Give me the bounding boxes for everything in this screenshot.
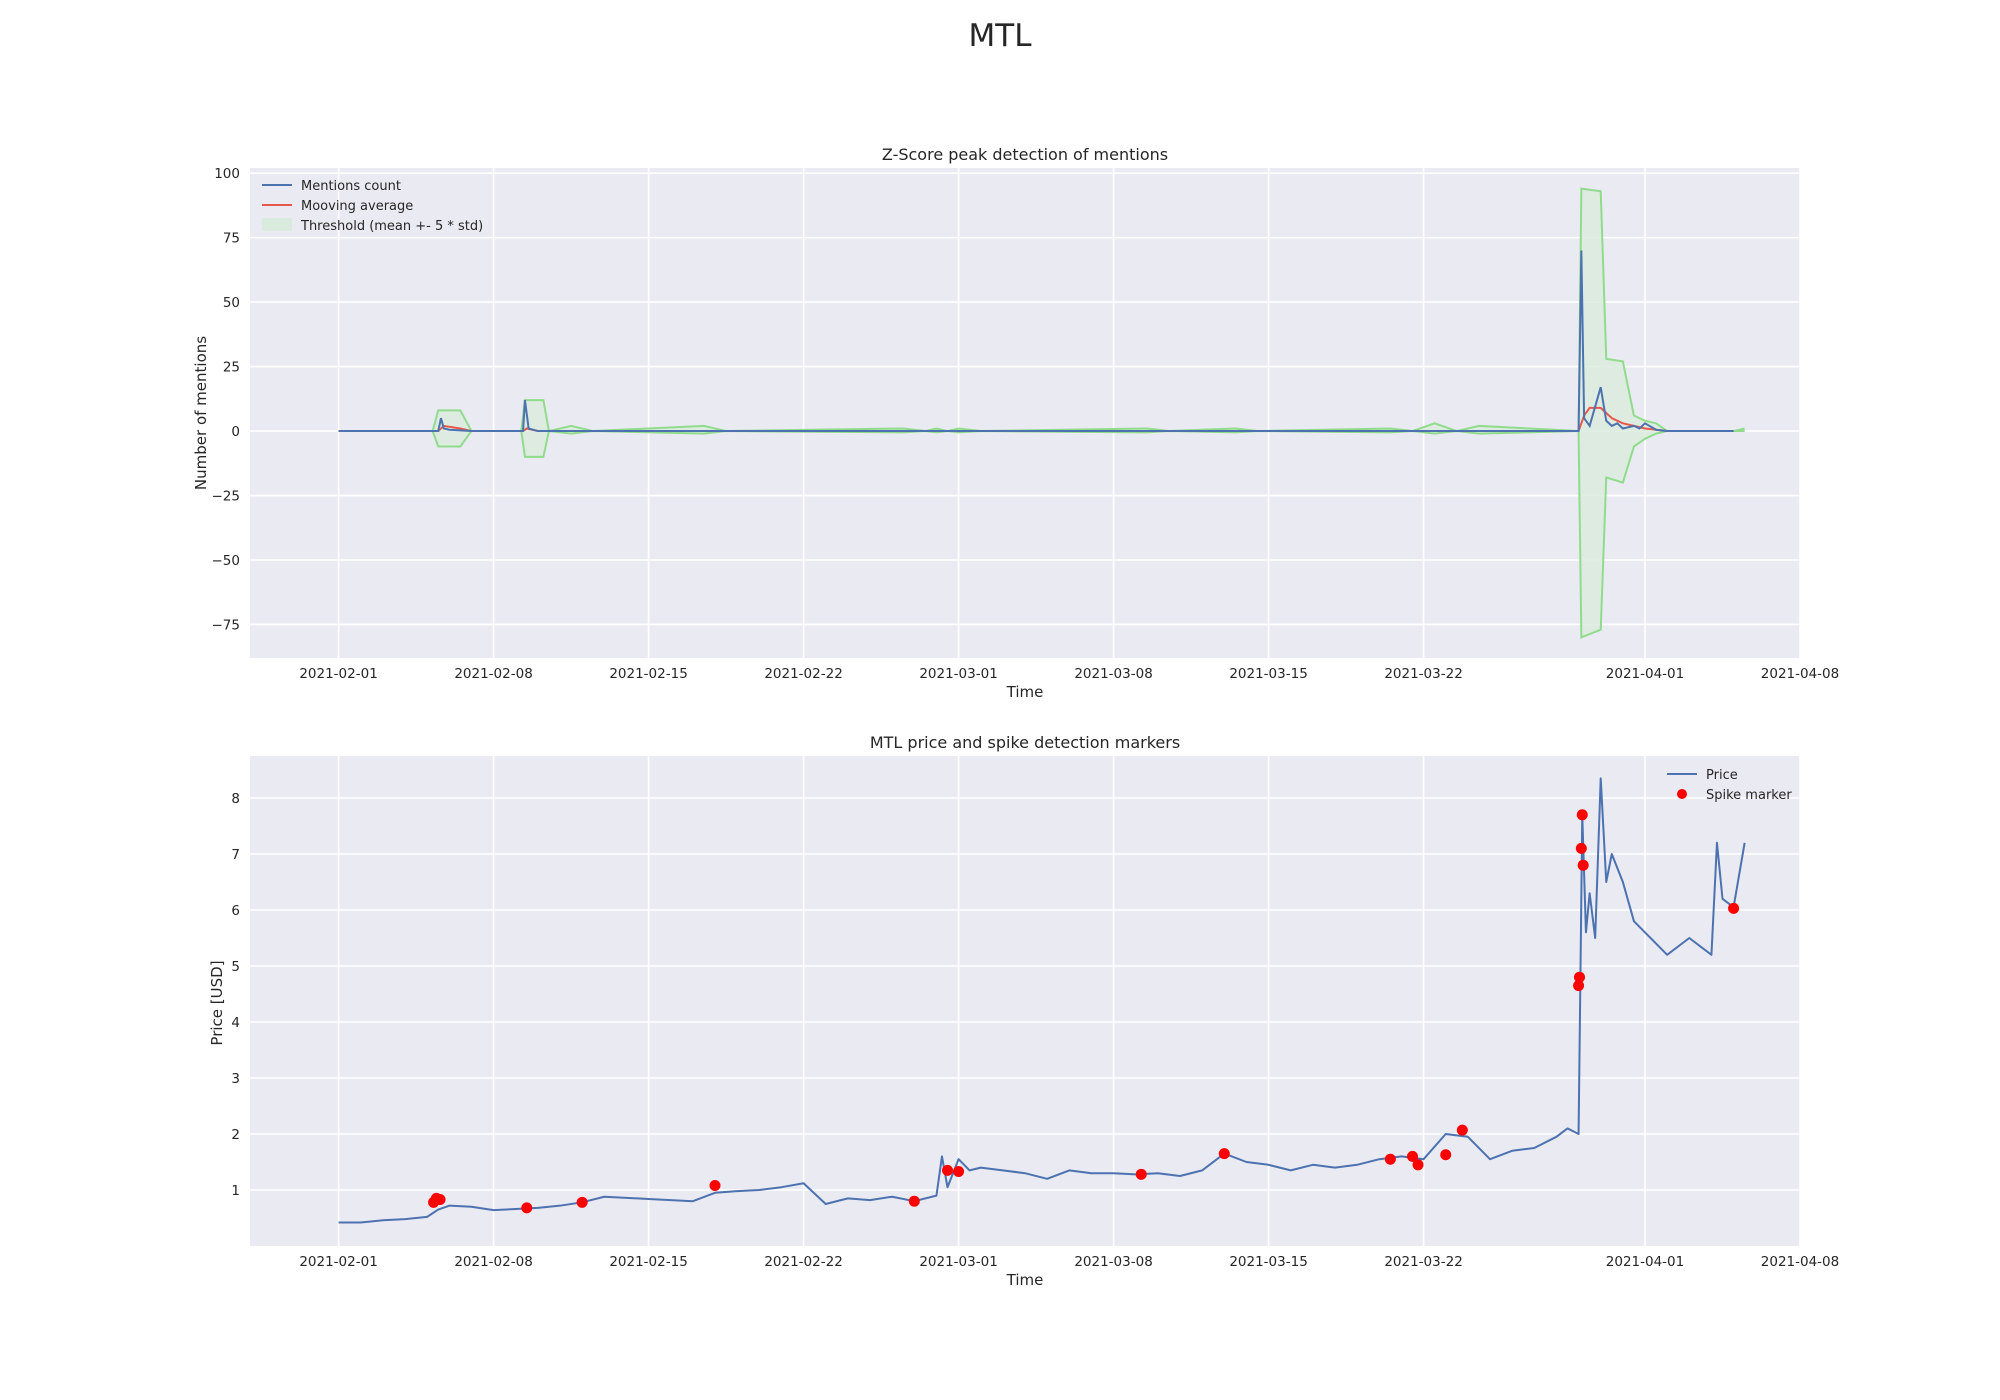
spike-marker-point — [1407, 1150, 1418, 1162]
y-tick-label: 5 — [231, 959, 240, 975]
price-legend: Price Spike marker — [1667, 768, 1792, 803]
x-tick-label: 2021-02-08 — [454, 666, 532, 682]
y-tick-label: 1 — [231, 1183, 240, 1199]
x-tick-label: 2021-04-01 — [1606, 1254, 1684, 1270]
spike-marker-point — [1456, 1124, 1468, 1136]
mentions-series-lines — [338, 250, 1734, 433]
page-title: MTL — [968, 18, 1032, 54]
mentions-y-axis-label: Number of mentions — [192, 336, 210, 490]
x-tick-label: 2021-03-01 — [919, 1254, 997, 1270]
spike-marker-point — [953, 1166, 965, 1178]
price-chart: 2021-02-01 2021-02-08 2021-02-15 2021-02-22… — [208, 733, 1839, 1289]
spike-marker-point — [1576, 809, 1588, 821]
legend-mentions-count-label: Mentions count — [301, 179, 401, 194]
threshold-upper-line — [338, 187, 1745, 433]
x-tick-label: 2021-03-15 — [1229, 1254, 1307, 1270]
x-tick-label: 2021-02-15 — [609, 666, 687, 682]
spike-marker-point — [1440, 1149, 1452, 1161]
spike-marker-point — [1575, 842, 1587, 854]
y-tick-label: 0 — [231, 424, 240, 440]
spike-marker-point — [709, 1180, 721, 1192]
mentions-threshold-band — [338, 187, 1745, 639]
legend-moving-average-label: Mooving average — [301, 199, 413, 214]
series-mentions-count — [338, 250, 1734, 433]
y-tick-label: 6 — [231, 903, 240, 919]
y-tick-label: 50 — [223, 295, 240, 311]
y-tick-label: −50 — [212, 553, 241, 569]
spike-markers — [428, 809, 1740, 1214]
legend-threshold-swatch — [262, 218, 292, 231]
y-tick-label: −25 — [212, 489, 241, 505]
y-tick-label: −75 — [212, 617, 241, 633]
mentions-x-axis-label: Time — [1006, 683, 1044, 701]
spike-marker-point — [1384, 1153, 1396, 1165]
mentions-plot-area — [250, 168, 1800, 658]
price-series-lines — [338, 777, 1746, 1224]
x-tick-label: 2021-03-08 — [1074, 666, 1152, 682]
spike-marker-point — [1573, 980, 1585, 992]
spike-marker-point — [1728, 902, 1740, 914]
mentions-chart: 2021-02-01 2021-02-08 2021-02-15 2021-02-22… — [192, 145, 1839, 701]
price-x-axis-label: Time — [1006, 1271, 1044, 1289]
mentions-y-ticks: −75 −50 −25 0 25 50 75 100 — [212, 166, 241, 633]
x-tick-label: 2021-03-08 — [1074, 1254, 1152, 1270]
x-tick-label: 2021-02-22 — [764, 666, 842, 682]
legend-price-label: Price — [1706, 768, 1738, 783]
y-tick-label: 2 — [231, 1127, 240, 1143]
x-tick-label: 2021-02-01 — [299, 1254, 377, 1270]
x-tick-label: 2021-04-08 — [1761, 666, 1839, 682]
mentions-legend: Mentions count Mooving average Threshold… — [262, 179, 483, 234]
price-y-axis-label: Price [USD] — [208, 960, 226, 1045]
spike-marker-point — [1218, 1148, 1230, 1160]
x-tick-label: 2021-04-08 — [1761, 1254, 1839, 1270]
legend-spike-marker-label: Spike marker — [1706, 788, 1792, 803]
x-tick-label: 2021-02-15 — [609, 1254, 687, 1270]
price-chart-title: MTL price and spike detection markers — [870, 733, 1180, 752]
mentions-x-ticks: 2021-02-01 2021-02-08 2021-02-15 2021-02-22… — [299, 666, 1839, 682]
x-tick-label: 2021-03-01 — [919, 666, 997, 682]
spike-marker-point — [576, 1196, 588, 1208]
price-x-ticks: 2021-02-01 2021-02-08 2021-02-15 2021-02-22… — [299, 1254, 1839, 1270]
spike-marker-point — [1412, 1159, 1424, 1171]
spike-marker-point — [1577, 859, 1589, 871]
spike-marker-point — [1573, 971, 1585, 983]
x-tick-label: 2021-02-01 — [299, 666, 377, 682]
spike-marker-point — [434, 1194, 446, 1206]
y-tick-label: 7 — [231, 847, 240, 863]
x-tick-label: 2021-02-22 — [764, 1254, 842, 1270]
x-tick-label: 2021-03-22 — [1384, 666, 1462, 682]
x-tick-label: 2021-02-08 — [454, 1254, 532, 1270]
mentions-chart-title: Z-Score peak detection of mentions — [882, 145, 1168, 164]
threshold-lower-line — [338, 429, 1745, 639]
y-tick-label: 100 — [214, 166, 240, 182]
legend-threshold-label: Threshold (mean +- 5 * std) — [300, 219, 483, 234]
series-price — [338, 777, 1746, 1224]
price-y-ticks: 1 2 3 4 5 6 7 8 — [231, 791, 240, 1199]
spike-marker-point — [521, 1202, 533, 1214]
x-tick-label: 2021-03-15 — [1229, 666, 1307, 682]
x-tick-label: 2021-04-01 — [1606, 666, 1684, 682]
price-gridlines — [250, 756, 1801, 1246]
x-tick-label: 2021-03-22 — [1384, 1254, 1462, 1270]
price-plot-area — [250, 756, 1800, 1246]
y-tick-label: 8 — [231, 791, 240, 807]
y-tick-label: 3 — [231, 1071, 240, 1087]
spike-marker-point — [1135, 1168, 1147, 1180]
legend-spike-marker-swatch — [1677, 789, 1687, 799]
y-tick-label: 25 — [223, 360, 240, 376]
spike-marker-point — [908, 1195, 920, 1207]
y-tick-label: 4 — [231, 1015, 240, 1031]
y-tick-label: 75 — [223, 231, 240, 247]
spike-marker-point — [942, 1164, 953, 1176]
